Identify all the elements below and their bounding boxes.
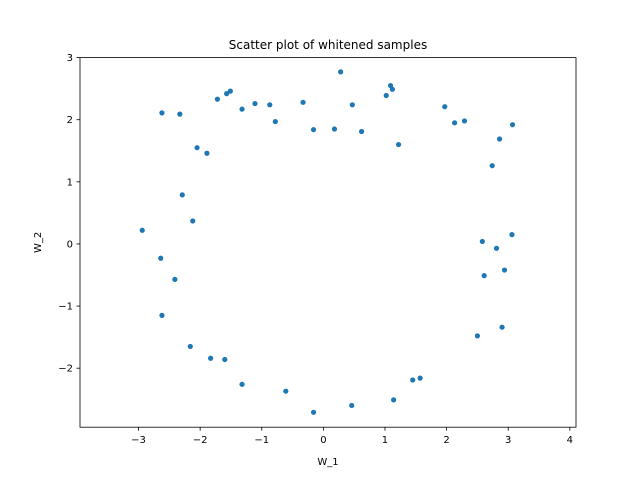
scatter-point [300, 99, 306, 105]
x-axis-title: W_1 [317, 457, 338, 468]
scatter-point [214, 96, 221, 102]
y-tick-label: −1 [58, 302, 73, 313]
scatter-point [159, 312, 165, 318]
scatter-point [496, 136, 503, 142]
scatter-point [509, 232, 515, 238]
scatter-point [179, 192, 185, 198]
scatter-point [452, 120, 458, 126]
scatter-point [501, 267, 508, 273]
scatter-point [139, 227, 145, 233]
scatter-point [338, 69, 344, 75]
x-tick-label: 1 [382, 435, 388, 446]
y-tick-label: 3 [67, 53, 73, 64]
scatter-point [331, 126, 338, 132]
scatter-point [417, 375, 423, 381]
scatter-point [489, 163, 495, 169]
scatter-point [310, 409, 317, 415]
scatter-point [474, 333, 481, 339]
y-axis: −2 −1 0 1 2 3 [58, 53, 80, 375]
x-tick-label: 2 [443, 435, 449, 446]
scatter-point [310, 127, 317, 133]
scatter-point [204, 150, 210, 156]
scatter-point [172, 276, 178, 282]
scatter-point [283, 388, 289, 394]
plot-frame [79, 57, 577, 428]
scatter-point [349, 402, 355, 409]
x-axis: −3 −2 −1 0 1 2 3 4 [131, 427, 573, 446]
y-tick-label: 2 [67, 115, 73, 126]
scatter-point [509, 122, 516, 128]
x-tick-label: 4 [567, 435, 573, 446]
scatter-point [208, 355, 214, 361]
y-tick-label: −2 [58, 364, 73, 375]
scatter-point [194, 145, 200, 151]
scatter-point [239, 106, 245, 112]
scatter-point [493, 245, 500, 251]
y-tick-label: 1 [67, 177, 73, 188]
scatter-point [481, 273, 487, 279]
scatter-point [159, 110, 165, 116]
scatter-point [222, 356, 228, 363]
scatter-point [383, 92, 389, 99]
scatter-point [272, 118, 278, 125]
x-tick-label: 0 [320, 435, 326, 446]
points-layer [139, 69, 516, 415]
scatter-point [349, 102, 355, 108]
scatter-point [499, 324, 505, 330]
chart-title: Scatter plot of whitened samples [229, 38, 427, 52]
x-tick-label: 3 [505, 435, 511, 446]
x-tick-label: −2 [193, 435, 208, 446]
scatter-point [387, 82, 394, 89]
scatter-point [391, 397, 397, 403]
scatter-point [187, 343, 193, 350]
scatter-point [224, 91, 230, 97]
scatter-point [190, 218, 196, 224]
x-tick-label: −3 [131, 435, 146, 446]
scatter-point [461, 118, 468, 124]
scatter-point [358, 128, 365, 135]
scatter-point [395, 141, 402, 148]
scatter-point [410, 377, 416, 383]
scatter-point [227, 88, 233, 94]
y-axis-title: W_2 [33, 232, 44, 253]
scatter-point [158, 255, 164, 261]
scatter-point [252, 100, 258, 107]
y-tick-label: 0 [67, 239, 73, 250]
scatter-point [442, 104, 448, 110]
scatter-point [479, 238, 485, 245]
scatter-point [177, 111, 183, 117]
scatter-point [267, 102, 273, 108]
x-tick-label: −1 [254, 435, 269, 446]
scatter-point [239, 381, 245, 387]
